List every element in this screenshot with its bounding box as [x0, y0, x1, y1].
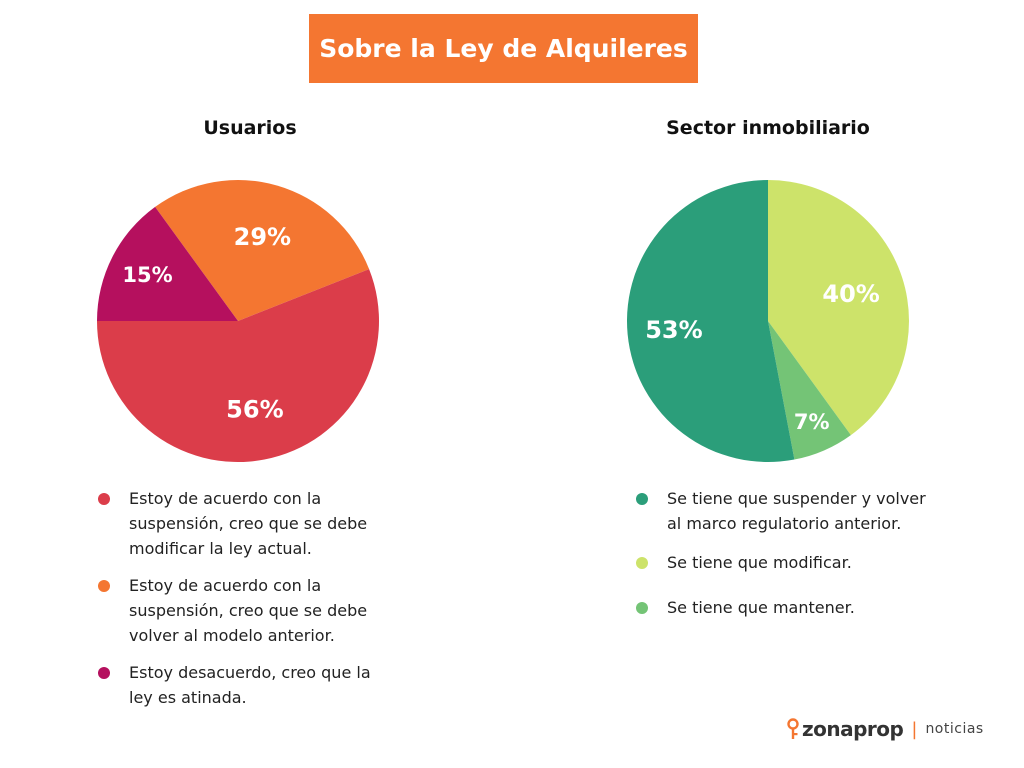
- sector-pie-slice-2: [626, 180, 795, 462]
- users-chart-title: Usuarios: [203, 117, 297, 139]
- sector-pie-label-2: 53%: [645, 316, 702, 344]
- chart-title-banner: Sobre la Ley de Alquileres: [309, 14, 698, 83]
- sector-chart-title: Sector inmobiliario: [666, 117, 870, 139]
- brand-name: zonaprop: [802, 717, 904, 741]
- legend-dot: [636, 602, 648, 614]
- sector-legend: Se tiene que suspender y volver al marco…: [636, 486, 936, 632]
- legend-label: Estoy de acuerdo con la suspensión, creo…: [129, 576, 368, 645]
- users-pie-slice-2: [97, 206, 238, 321]
- legend-label: Estoy de acuerdo con la suspensión, creo…: [129, 489, 368, 558]
- users-pie-chart: 29% 56% 15%: [97, 180, 379, 462]
- users-pie-slice-1: [97, 269, 379, 462]
- sector-pie-label-0: 40%: [822, 280, 879, 308]
- legend-label: Estoy desacuerdo, creo que la ley es ati…: [129, 663, 371, 707]
- brand-section: noticias: [925, 721, 984, 737]
- legend-item: Estoy de acuerdo con la suspensión, creo…: [98, 486, 398, 561]
- sector-pie-chart: 40% 7% 53%: [626, 180, 909, 462]
- users-pie-label-2: 15%: [122, 263, 172, 287]
- legend-item: Se tiene que mantener.: [636, 595, 936, 620]
- sector-pie-slice-0: [768, 180, 909, 436]
- users-pie-slice-0: [155, 180, 370, 321]
- legend-item: Estoy desacuerdo, creo que la ley es ati…: [98, 660, 398, 710]
- legend-label: Se tiene que modificar.: [667, 553, 852, 572]
- legend-dot: [98, 580, 110, 592]
- legend-item: Se tiene que modificar.: [636, 550, 936, 575]
- legend-label: Se tiene que suspender y volver al marco…: [667, 489, 926, 533]
- legend-dot: [98, 667, 110, 679]
- zonaprop-logo: zonaprop | noticias: [786, 714, 984, 744]
- legend-item: Se tiene que suspender y volver al marco…: [636, 486, 936, 536]
- brand-separator: |: [911, 718, 918, 740]
- sector-pie-slice-1: [768, 321, 851, 460]
- users-pie-label-0: 29%: [234, 223, 291, 251]
- page-title: Sobre la Ley de Alquileres: [319, 34, 688, 63]
- legend-dot: [636, 493, 648, 505]
- legend-dot: [636, 557, 648, 569]
- legend-item: Estoy de acuerdo con la suspensión, creo…: [98, 573, 398, 648]
- legend-dot: [98, 493, 110, 505]
- key-icon: [787, 718, 799, 739]
- users-legend: Estoy de acuerdo con la suspensión, creo…: [98, 486, 398, 722]
- legend-label: Se tiene que mantener.: [667, 598, 855, 617]
- sector-pie-label-1: 7%: [794, 410, 830, 434]
- users-pie-label-1: 56%: [226, 396, 283, 424]
